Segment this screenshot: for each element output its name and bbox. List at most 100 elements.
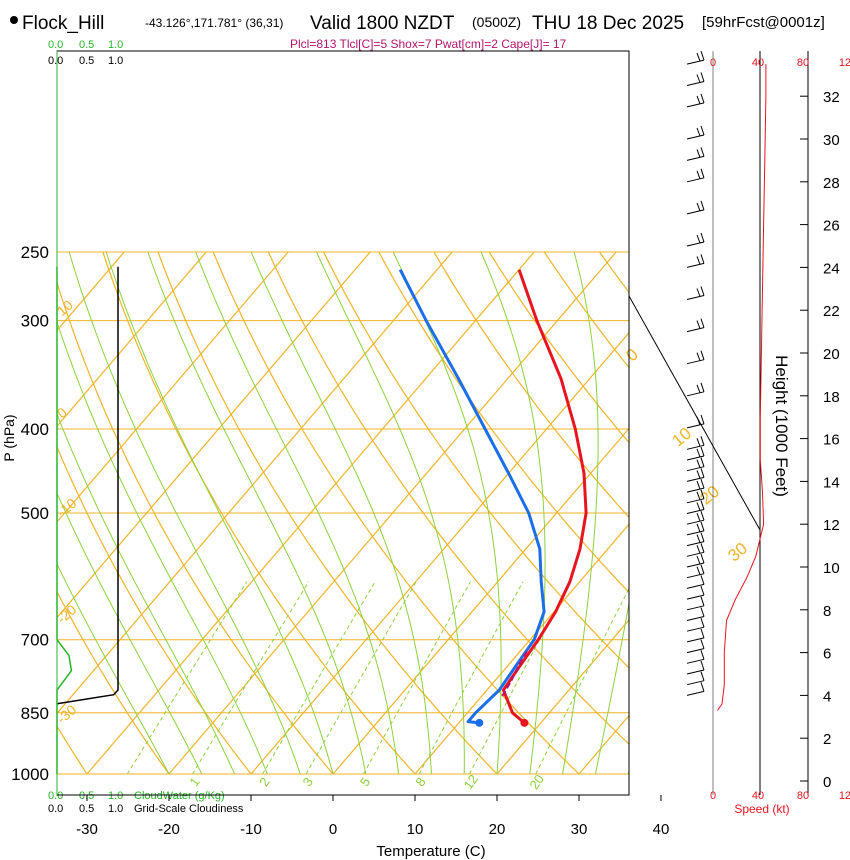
wind-barb-28 (686, 585, 705, 600)
barb-flag-29 (700, 596, 705, 606)
barb-flag-7 (700, 232, 705, 243)
moist-adiabat--12 (57, 412, 236, 775)
isotherm--10 (250, 331, 629, 775)
bottom-green-1: 1.0 (108, 790, 123, 802)
top-green-0: 0.0 (48, 39, 63, 51)
wind-speed-profile (717, 64, 767, 711)
barb-staff-34 (686, 658, 705, 664)
plot-frame (56, 50, 630, 796)
mixing-ratio-line-0.5 (126, 581, 248, 775)
speed-tick-top-0: 0 (710, 57, 716, 69)
barb-flag2-13 (696, 416, 701, 426)
wind-barb-24 (686, 543, 705, 557)
mixing-ratio-line-2 (262, 581, 376, 775)
isotherm-label-left-0: 0 (54, 404, 70, 421)
barb-flag-33 (700, 639, 705, 649)
barb-flag-14 (700, 436, 705, 446)
barb-flag-18 (700, 478, 705, 489)
barb-flag2-17 (696, 470, 701, 479)
barb-staff-14 (686, 444, 705, 450)
dry-adiabat-20 (157, 251, 498, 775)
barb-flag2-23 (696, 534, 701, 543)
height-label-10: 10 (823, 560, 840, 577)
wind-barb-34 (686, 650, 705, 664)
barb-flag2-8 (696, 256, 701, 265)
barb-flag-1 (700, 72, 705, 82)
moist-adiabat--20 (57, 562, 170, 775)
wind-barb-1 (686, 72, 705, 86)
height-label-16: 16 (823, 432, 840, 449)
barb-staff-20 (686, 509, 705, 514)
wind-barb-7 (686, 232, 705, 247)
barb-flag2-3 (696, 127, 701, 137)
bottom-black-05: 0.5 (79, 803, 94, 815)
barb-staff-17 (686, 476, 705, 482)
wind-barb-23 (686, 532, 705, 547)
pressure-label-300: 300 (21, 312, 49, 331)
moist-adiabat-32 (594, 600, 629, 775)
height-axis-title: Height (1000 Feet) (772, 355, 791, 497)
moist-adiabat-12 (250, 251, 432, 775)
isotherm--20 (168, 251, 617, 775)
dewpoint-profile (398, 269, 546, 725)
height-pressure-line (628, 295, 761, 531)
pressure-label-1000: 1000 (11, 765, 49, 784)
height-label-26: 26 (823, 218, 840, 235)
bottom-green-0: 0.0 (48, 790, 63, 802)
height-label-4: 4 (823, 688, 831, 705)
wind-barb-5 (686, 168, 705, 183)
cloud-profiles (56, 266, 119, 774)
isotherm--70 (57, 251, 207, 428)
temperature-labels: -30 -20 -10 0 10 20 30 40 (76, 795, 669, 838)
station-coords: -43.126°,171.781° (36,31) (145, 16, 283, 30)
barb-flag-4 (700, 147, 705, 157)
wind-panel: 0246810121416182022242628303200404080801… (628, 50, 850, 802)
barb-flag2-4 (696, 149, 701, 158)
barb-staff-35 (686, 669, 705, 675)
parcel-trace (501, 649, 529, 697)
wind-barb-19 (686, 489, 705, 504)
mixing-ratio-line-1 (192, 581, 310, 775)
wind-barb-18 (686, 478, 705, 493)
barb-staff-11 (686, 359, 705, 365)
barb-flag2-9 (696, 288, 701, 297)
surface-temperature-dot (520, 718, 529, 727)
barb-flag2-24 (696, 545, 701, 554)
barb-flag-23 (700, 532, 705, 542)
temperature-tick-20: 20 (489, 821, 506, 838)
barb-flag-21 (700, 511, 705, 521)
barb-staff-3 (686, 134, 705, 140)
barb-flag2-1 (696, 74, 701, 83)
temperature-tick-10: 10 (407, 821, 424, 838)
wind-barb-30 (686, 607, 705, 621)
barb-flag-24 (700, 543, 705, 553)
wind-barb-31 (686, 618, 705, 632)
bottom-black-1: 1.0 (108, 803, 123, 815)
height-label-6: 6 (823, 646, 831, 663)
isotherm-label-right-20: 20 (696, 482, 723, 509)
barb-flag-10 (700, 318, 705, 328)
top-black-05: 0.5 (79, 55, 94, 67)
mixing-ratio-label-20: 20 (526, 772, 547, 792)
barb-flag-3 (700, 125, 705, 136)
moist-adiabat-20 (392, 251, 502, 775)
wind-barb-21 (686, 511, 705, 525)
mixing-ratio-label-1: 1 (186, 775, 202, 790)
forecast-hours: [59hrFcst@0001z] (702, 14, 825, 31)
barb-staff-7 (686, 241, 705, 247)
barb-flag2-26 (696, 566, 701, 575)
mixing-ratio-line-12 (469, 581, 571, 775)
barb-flag-5 (700, 168, 705, 178)
pressure-labels: 250 300 400 500 700 850 1000 (11, 243, 49, 784)
dry-adiabat-10 (102, 251, 416, 775)
wind-barb-26 (686, 564, 705, 579)
barb-flag2-25 (696, 555, 701, 565)
barb-flag2-5 (696, 170, 701, 179)
forecast-date: THU 18 Dec 2025 (532, 13, 684, 34)
moist-adiabats (57, 251, 629, 775)
moist-adiabat--16 (57, 491, 203, 775)
barb-staff-8 (686, 262, 705, 268)
barb-flag-17 (700, 468, 705, 478)
barb-flag-32 (700, 628, 705, 639)
wind-barb-17 (686, 468, 705, 482)
